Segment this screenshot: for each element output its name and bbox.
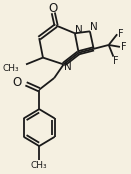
Text: F: F (121, 42, 127, 52)
Text: F: F (118, 29, 124, 39)
Text: N: N (75, 25, 83, 35)
Text: O: O (49, 2, 58, 14)
Text: N: N (64, 62, 72, 72)
Text: N: N (90, 22, 98, 33)
Text: CH₃: CH₃ (31, 161, 48, 170)
Text: CH₃: CH₃ (3, 64, 20, 73)
Text: O: O (12, 76, 21, 89)
Text: F: F (113, 57, 119, 66)
